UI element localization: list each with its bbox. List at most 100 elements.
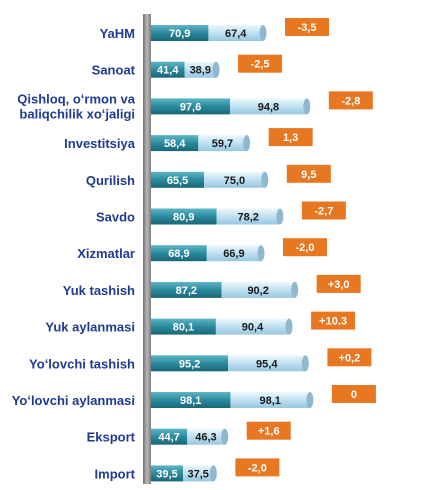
change-label: 0 <box>351 389 357 401</box>
value-label-series-b: 67,4 <box>225 28 247 40</box>
change-label: 1,3 <box>283 132 298 144</box>
bar-end-cap <box>209 465 217 482</box>
bar-series-a <box>151 318 216 335</box>
change-label: -2,8 <box>341 95 360 107</box>
category-label: Savdo <box>96 210 135 225</box>
change-badge <box>238 54 283 73</box>
bar-series-b <box>206 245 261 262</box>
category-label: Yoʻlovchi tashish <box>29 356 135 371</box>
bar-series-a <box>151 355 229 372</box>
value-label-series-b: 95,4 <box>256 358 278 370</box>
bar-end-cap <box>221 428 229 445</box>
bar-series-a <box>151 465 183 482</box>
category-label: Yuk aylanmasi <box>45 320 135 335</box>
value-label-series-b: 98,1 <box>259 395 280 407</box>
value-label-series-a: 65,5 <box>167 175 188 187</box>
change-badge <box>311 311 356 330</box>
bar-series-b <box>230 392 310 408</box>
bar-series-b <box>230 98 307 115</box>
change-badge <box>327 348 372 367</box>
value-label-series-a: 95,2 <box>179 358 200 370</box>
bar-end-cap <box>285 318 293 335</box>
category-label: Yuk tashish <box>63 283 135 298</box>
change-badge <box>286 164 331 183</box>
value-label-series-a: 87,2 <box>176 285 197 297</box>
change-badge <box>301 201 346 220</box>
bar-end-cap <box>243 135 251 152</box>
change-badge <box>268 128 313 147</box>
bar-end-cap <box>261 171 269 188</box>
change-badge <box>316 274 361 293</box>
bar-series-b <box>198 135 247 152</box>
value-label-series-a: 44,7 <box>158 432 179 444</box>
value-label-series-b: 37,5 <box>187 468 208 480</box>
bar-series-a <box>151 245 207 262</box>
bar-series-a <box>151 61 185 78</box>
category-label: Xizmatlar <box>77 246 135 261</box>
category-label: Yoʻlovchi aylanmasi <box>12 393 135 408</box>
value-label-series-b: 59,7 <box>212 138 233 150</box>
change-badge <box>331 385 376 403</box>
category-label: Eksport <box>87 430 136 445</box>
value-label-series-a: 70,9 <box>169 28 190 40</box>
bar-series-a <box>151 98 231 115</box>
bar-series-b <box>216 208 280 225</box>
value-label-series-a: 97,6 <box>180 101 201 113</box>
bar-series-a <box>151 25 209 41</box>
change-label: +1,6 <box>258 426 280 438</box>
value-label-series-b: 90,4 <box>242 322 264 334</box>
bar-series-a <box>151 135 199 152</box>
bar-end-cap <box>212 61 220 78</box>
change-badge <box>282 238 327 257</box>
change-badge <box>285 18 330 36</box>
value-label-series-a: 58,4 <box>164 138 186 150</box>
bar-series-b <box>208 25 264 41</box>
value-label-series-b: 90,2 <box>247 285 268 297</box>
change-label: -2,0 <box>296 242 315 254</box>
bar-series-b <box>184 61 217 78</box>
value-label-series-a: 80,1 <box>173 322 194 334</box>
change-badge <box>246 421 291 440</box>
change-label: +0,2 <box>339 352 361 364</box>
bar-end-cap <box>301 355 309 372</box>
bar-series-b <box>215 318 290 335</box>
change-label: -2,0 <box>248 462 267 474</box>
change-label: -3,5 <box>298 22 317 34</box>
change-label: +3,0 <box>328 279 350 291</box>
bar-series-a <box>151 171 205 188</box>
value-label-series-a: 80,9 <box>173 212 194 224</box>
change-label: -2,7 <box>314 206 333 218</box>
bar-series-b <box>182 465 214 482</box>
change-label: 9,5 <box>301 169 316 181</box>
bar-end-cap <box>276 208 284 225</box>
value-label-series-b: 46,3 <box>195 432 216 444</box>
bar-series-b <box>228 355 306 372</box>
value-label-series-b: 94,8 <box>258 101 279 113</box>
category-label: Import <box>95 466 136 481</box>
value-label-series-b: 78,2 <box>237 212 258 224</box>
bar-end-cap <box>259 25 267 41</box>
value-label-series-b: 75,0 <box>224 175 245 187</box>
change-label: +10.3 <box>319 316 347 328</box>
change-label: -2,5 <box>251 59 270 71</box>
bar-end-cap <box>303 98 311 115</box>
bar-end-cap <box>291 281 299 298</box>
value-label-series-a: 39,5 <box>156 468 177 480</box>
category-label: Sanoat <box>92 63 136 78</box>
bar-series-b <box>204 171 265 188</box>
change-badge <box>328 91 373 110</box>
axis-bar <box>143 14 151 484</box>
value-label-series-a: 68,9 <box>168 248 189 260</box>
bar-series-b <box>187 428 225 445</box>
category-label: Qurilish <box>86 173 135 188</box>
change-badge <box>235 458 280 477</box>
category-label: YaHM <box>100 26 135 41</box>
bar-series-a <box>151 392 231 408</box>
value-label-series-a: 41,4 <box>157 65 179 77</box>
bar-end-cap <box>257 245 265 262</box>
category-label: Qishloq, oʻrmon va baliqchilik xoʻjaligi <box>17 91 136 121</box>
category-label: Investitsiya <box>64 136 136 151</box>
bar-series-a <box>151 428 188 445</box>
bar-end-cap <box>306 392 314 408</box>
